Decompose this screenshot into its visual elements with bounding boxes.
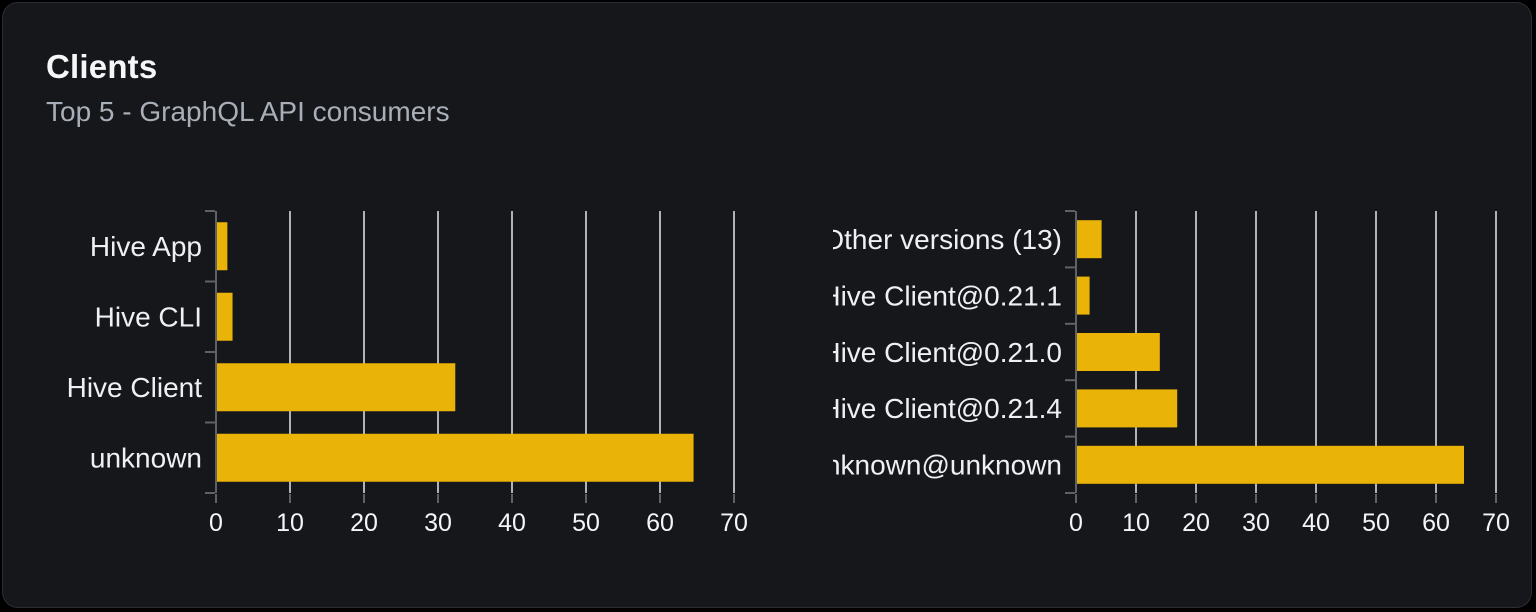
x-tick-label-30: 30	[1242, 509, 1270, 537]
x-tick-label-30: 30	[424, 509, 452, 537]
x-tick-label-0: 0	[209, 509, 223, 537]
bar-unknown	[217, 433, 694, 482]
x-tick-label-40: 40	[1302, 509, 1330, 537]
x-tick-label-50: 50	[572, 509, 600, 537]
category-label-hive-client-0-21-0: Hive Client@0.21.0	[833, 337, 1062, 368]
x-tick-label-50: 50	[1362, 509, 1390, 537]
card-subtitle: Top 5 - GraphQL API consumers	[46, 95, 450, 127]
x-tick-label-60: 60	[1422, 509, 1450, 537]
bar-hive-cli	[217, 292, 233, 341]
x-tick-label-40: 40	[498, 509, 526, 537]
card-header: Clients Top 5 - GraphQL API consumers	[46, 47, 450, 128]
x-tick-label-20: 20	[1182, 509, 1210, 537]
category-label-hive-client-0-21-1: Hive Client@0.21.1	[833, 280, 1062, 311]
x-tick-label-10: 10	[276, 509, 304, 537]
bar-hive-client-0-21-4	[1077, 389, 1178, 428]
bar-chart-svg: Hive App Hive CLI Hive Client unknown 0 10 20 3…	[67, 210, 748, 537]
x-tick-label-0: 0	[1069, 509, 1083, 537]
client-versions-bar-chart: Other versions (13) Hive Client@0.21.1 Hiv…	[809, 201, 1536, 551]
category-label-hive-cli: Hive CLI	[95, 302, 202, 333]
category-label-hive-client: Hive Client	[67, 372, 203, 403]
bar-hive-client-0-21-0	[1077, 333, 1160, 371]
bar-other-versions-13	[1077, 220, 1102, 259]
category-label-hive-app: Hive App	[90, 231, 202, 262]
x-tick-label-20: 20	[350, 509, 378, 537]
category-label-unknown-unknown: unknown@unknown	[833, 450, 1062, 481]
bar-unknown-unknown	[1077, 445, 1464, 484]
category-label-unknown: unknown	[90, 443, 202, 474]
clients-bar-chart: Hive App Hive CLI Hive Client unknown 0 10 20 3…	[53, 201, 795, 551]
bar-hive-client-0-21-1	[1077, 276, 1090, 315]
bar-chart-svg: Other versions (13) Hive Client@0.21.1 Hiv…	[809, 210, 1510, 537]
x-tick-label-60: 60	[646, 509, 674, 537]
bar-hive-app	[217, 222, 228, 271]
bar-hive-client	[217, 363, 456, 412]
card-title: Clients	[46, 48, 158, 85]
x-tick-label-70: 70	[720, 509, 748, 537]
x-tick-label-10: 10	[1122, 509, 1150, 537]
category-label-hive-client-0-21-4: Hive Client@0.21.4	[833, 393, 1062, 424]
category-label-other-versions-13: Other versions (13)	[833, 224, 1062, 255]
x-tick-label-70: 70	[1482, 509, 1510, 537]
